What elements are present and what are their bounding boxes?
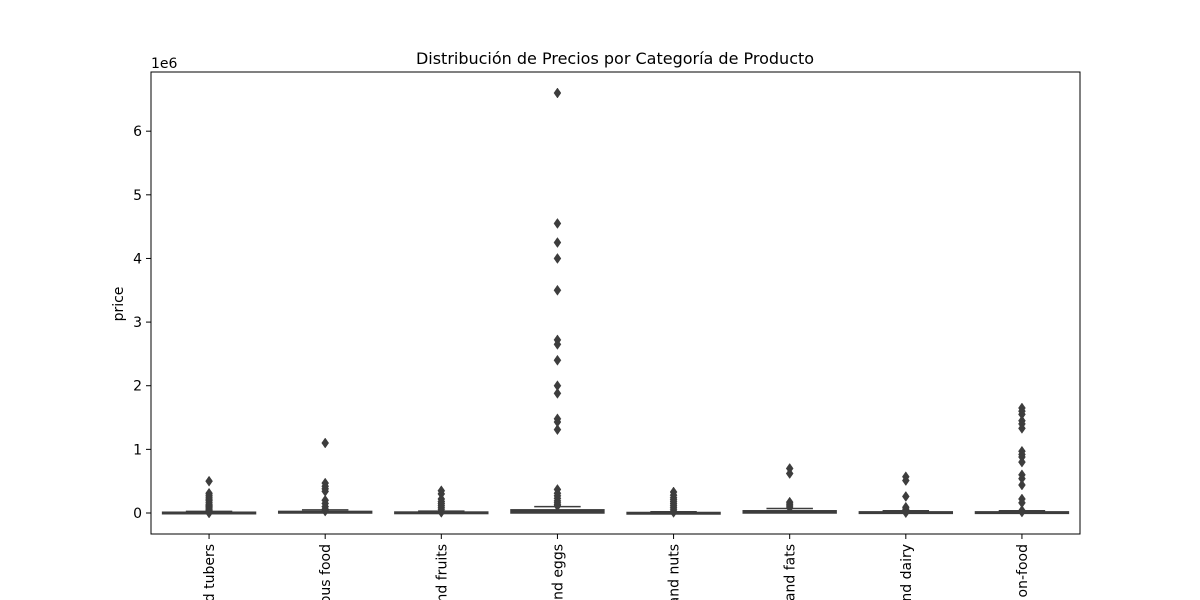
outlier-point [553,218,562,229]
y-tick-label: 6 [133,124,142,140]
x-tick-label: d tubers [202,544,218,600]
y-tick-label: 4 [133,251,142,267]
outlier-point [553,424,562,436]
x-tick-label: and nuts [667,544,683,600]
outlier-point [902,475,910,486]
outlier-point [553,387,562,399]
y-tick-label: 1 [133,442,142,458]
outlier-point [553,237,562,248]
x-tick-label: and fats [783,544,799,600]
plot-area: 0 1 2 3 4 5 6 d tubers ous food nd fruits nd eggs a… [133,71,1081,600]
x-tick-label: on-food [1015,544,1031,597]
outlier-point [437,506,446,518]
outlier-point [902,507,910,519]
outlier-point [553,354,562,366]
outlier-point [553,500,562,512]
x-tick-label: nd fruits [434,544,450,600]
chart-title: Distribución de Precios por Categoría de… [416,49,814,68]
axes-frame [150,71,1081,535]
outlier-point [321,505,329,517]
outlier-point [205,475,213,487]
outlier-point [553,253,562,264]
y-tick-label: 5 [133,188,142,204]
outlier-point [1018,456,1026,468]
outlier-point [553,338,562,350]
outlier-point [553,87,562,99]
y-tick-label: 0 [133,506,142,522]
outlier-point [669,506,678,518]
outlier-point [553,284,562,296]
outlier-point [1018,422,1026,434]
y-axis-multiplier: 1e6 [151,56,178,72]
x-tick-label: ous food [318,544,334,600]
y-tick-label: 2 [133,379,142,395]
outlier-point [902,491,910,502]
outlier-point [1018,506,1026,518]
outlier-point [785,468,794,479]
outlier-point [785,502,794,514]
outlier-point [321,437,329,449]
y-tick-label: 3 [133,315,142,331]
outlier-point [205,507,213,519]
x-tick-label: nd eggs [550,544,566,600]
y-axis-label: price [111,287,127,322]
outlier-point [1018,479,1026,491]
x-tick-label: nd dairy [899,544,915,600]
